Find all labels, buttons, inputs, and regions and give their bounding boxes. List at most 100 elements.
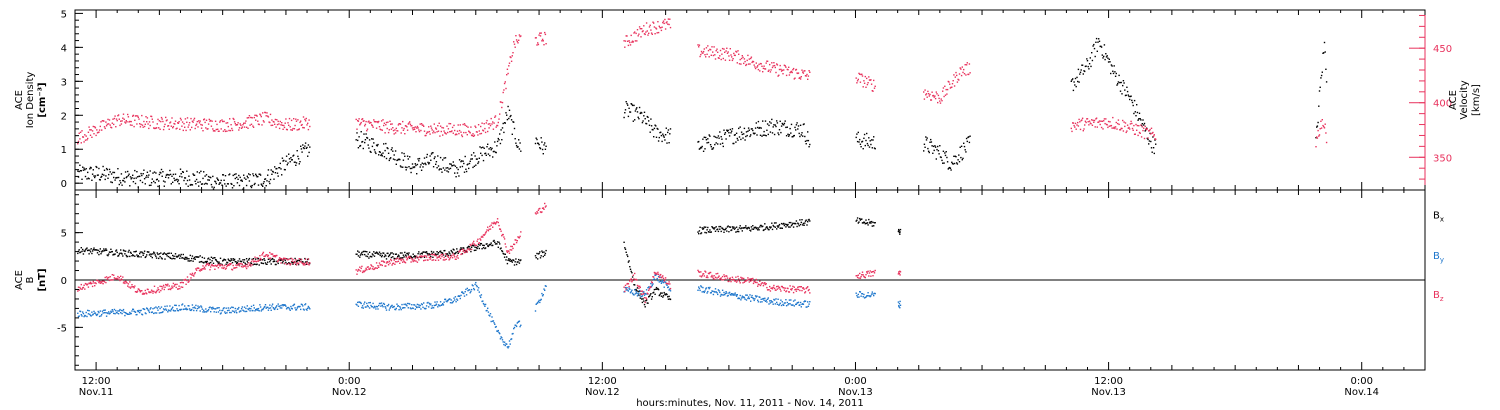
velocity-point [195,124,197,127]
field-by-point [504,344,506,347]
field-bz-point [267,255,269,258]
density-point [498,139,500,141]
density-point [945,151,947,153]
velocity-point [179,117,182,120]
velocity-point [438,122,440,124]
field-bz-point [304,264,306,266]
velocity-point [108,119,111,121]
velocity-point [112,118,114,120]
field-by-point [497,329,499,332]
field-by-point [490,320,492,323]
density-point [276,172,279,174]
field-bx-point [629,268,632,270]
density-point [369,150,371,153]
field-bz-point [146,293,148,295]
density-point [160,172,162,174]
field-bx-point [236,262,239,264]
velocity-point [413,128,416,130]
density-point [504,122,506,124]
velocity-point [963,68,965,71]
velocity-point [769,63,771,66]
velocity-point [406,126,408,128]
velocity-point [749,63,751,65]
velocity-point [634,31,636,33]
field-bz-point [259,257,262,260]
field-by-point [404,307,406,309]
velocity-point [500,101,502,103]
velocity-point [432,132,434,134]
field-by-point [275,306,277,308]
field-by-point [515,324,517,327]
density-point [257,175,259,178]
density-point [109,171,111,173]
field-bx-point [740,227,743,229]
density-point [699,147,701,150]
field-bz-point [476,240,478,242]
field-bz-point [411,258,413,260]
field-bx-point [537,258,539,260]
field-bx-point [388,254,390,257]
field-bx-point [468,245,470,248]
velocity-point [210,125,213,127]
field-bz-point [657,273,660,275]
velocity-point [447,128,450,130]
field-bz-point [625,288,627,290]
field-bx-point [487,245,490,248]
velocity-point [383,122,386,124]
field-bx-point [735,231,737,233]
field-bx-point [540,255,542,257]
field-bz-point [287,259,289,261]
field-bz-point [263,255,265,257]
velocity-point [744,60,746,63]
field-bz-point [283,262,286,264]
field-bx-point [639,297,641,299]
field-by-point [137,310,139,313]
field-bz-point [127,285,129,287]
field-tick-label: 5 [61,229,67,240]
velocity-point [161,118,163,120]
velocity-point [872,90,874,92]
field-bx-point [171,258,173,260]
field-bx-point [402,254,405,256]
velocity-point [768,69,770,71]
field-bx-point [147,251,149,253]
field-bz-point [403,260,405,263]
velocity-point [487,123,490,125]
density-point [212,175,214,178]
density-point [463,171,466,173]
field-bx-point [292,263,294,265]
velocity-point [143,120,145,123]
velocity-point [736,62,738,64]
field-bx-point [98,250,101,253]
field-bz-point [214,264,217,267]
density-point [152,172,154,174]
density-point [447,167,449,169]
density-point [536,138,538,141]
density-point [442,167,445,169]
field-bx-point [757,227,760,229]
velocity-point [430,125,432,127]
velocity-point [477,134,479,136]
density-point [467,163,469,165]
field-bx-point [663,291,665,294]
field-by-point [160,312,162,314]
velocity-point [225,122,227,124]
field-bz-point [443,256,445,259]
velocity-point [720,58,722,61]
density-point [387,152,390,154]
field-by-point [89,313,91,315]
field-bz-point [428,254,430,256]
field-bz-point [402,261,404,263]
field-by-point [706,292,708,294]
field-by-point [704,290,706,292]
field-by-point [786,301,788,304]
density-point [485,154,487,156]
field-bx-point [363,250,365,253]
field-bx-point [797,222,799,224]
velocity-point [745,64,747,67]
field-bz-point [440,253,442,256]
velocity-point [170,125,172,127]
density-point [112,171,114,174]
density-point [385,157,388,160]
velocity-point [276,123,279,126]
